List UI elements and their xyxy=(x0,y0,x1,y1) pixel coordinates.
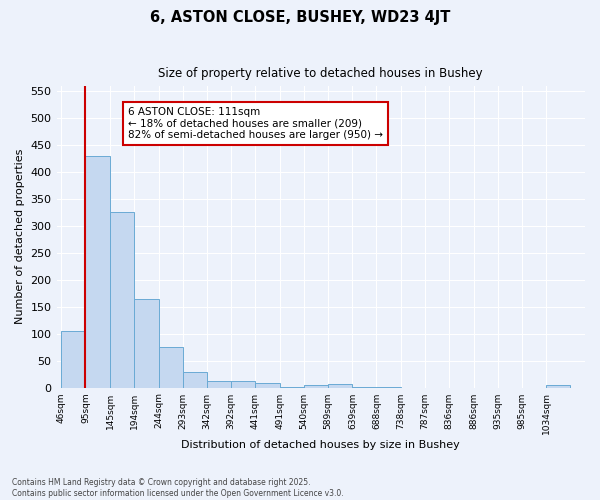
Bar xyxy=(255,382,280,388)
Bar xyxy=(182,372,206,388)
Y-axis label: Number of detached properties: Number of detached properties xyxy=(15,149,25,324)
Bar xyxy=(61,331,85,388)
Bar xyxy=(134,298,158,388)
Bar xyxy=(376,387,401,388)
Bar xyxy=(110,212,134,388)
Bar xyxy=(280,387,304,388)
Bar xyxy=(328,384,352,388)
Bar xyxy=(231,380,255,388)
Text: 6, ASTON CLOSE, BUSHEY, WD23 4JT: 6, ASTON CLOSE, BUSHEY, WD23 4JT xyxy=(150,10,450,25)
Bar xyxy=(546,386,570,388)
Title: Size of property relative to detached houses in Bushey: Size of property relative to detached ho… xyxy=(158,68,483,80)
X-axis label: Distribution of detached houses by size in Bushey: Distribution of detached houses by size … xyxy=(181,440,460,450)
Bar xyxy=(352,387,376,388)
Bar xyxy=(206,380,231,388)
Bar xyxy=(85,156,110,388)
Text: Contains HM Land Registry data © Crown copyright and database right 2025.
Contai: Contains HM Land Registry data © Crown c… xyxy=(12,478,344,498)
Bar xyxy=(158,347,182,388)
Text: 6 ASTON CLOSE: 111sqm
← 18% of detached houses are smaller (209)
82% of semi-det: 6 ASTON CLOSE: 111sqm ← 18% of detached … xyxy=(128,107,383,140)
Bar xyxy=(304,386,328,388)
